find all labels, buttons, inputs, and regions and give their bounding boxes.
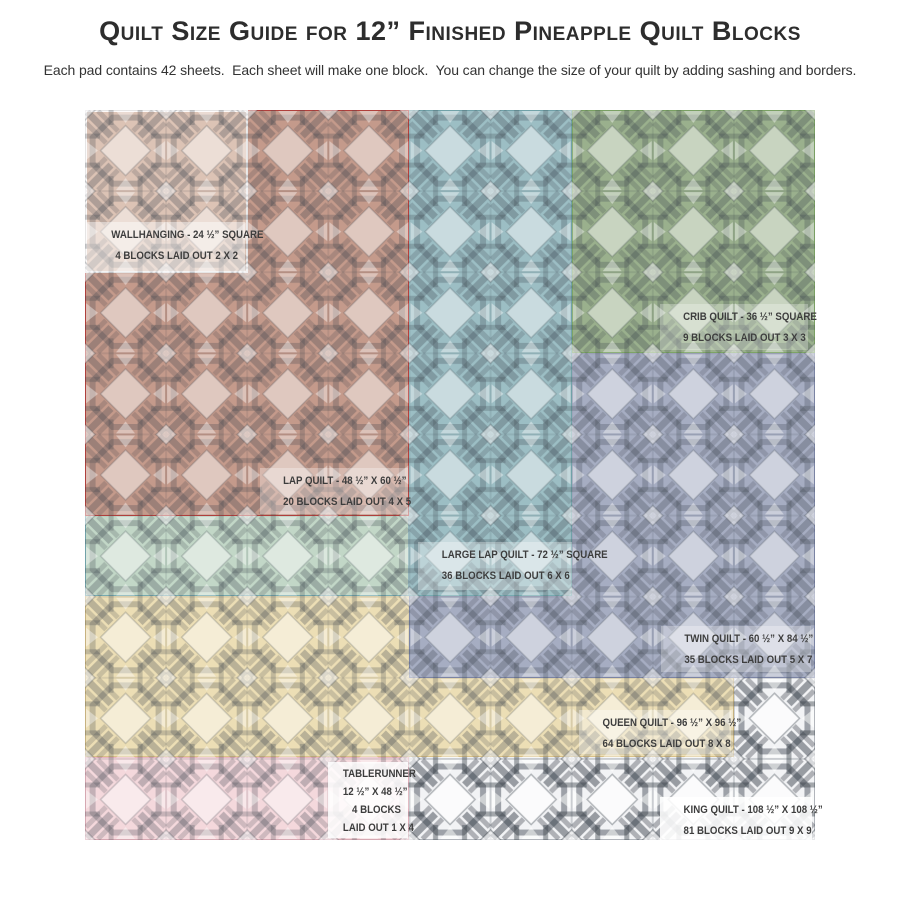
twin-quilt-label: TWIN QUILT - 60 ½” X 84 ½” 35 BLOCKS LAI… <box>661 626 814 672</box>
diagram-canvas: WALLHANGING - 24 ½” SQUARE 4 BLOCKS LAID… <box>85 110 823 841</box>
tablerunner-label-line-3: 4 BLOCKS <box>352 804 401 816</box>
crib-label-line-2: 9 BLOCKS LAID OUT 3 X 3 <box>683 332 806 344</box>
queen-label-line-2: 64 BLOCKS LAID OUT 8 X 8 <box>602 738 731 750</box>
king-quilt-label: KING QUILT - 108 ½” X 108 ½” 81 BLOCKS L… <box>660 797 823 841</box>
page-subtitle: Each pad contains 42 sheets. Each sheet … <box>43 62 857 78</box>
crib-label-line-1: CRIB QUILT - 36 ½” SQUARE <box>683 311 817 323</box>
tablerunner-label-line-1: TABLERUNNER <box>342 768 416 780</box>
wallhanging-label: WALLHANGING - 24 ½” SQUARE 4 BLOCKS LAID… <box>87 222 264 272</box>
large-lap-quilt-label: LARGE LAP QUILT - 72 ½” SQUARE 36 BLOCKS… <box>418 542 608 590</box>
lap-label-line-1: LAP QUILT - 48 ½” X 60 ½” <box>283 475 407 487</box>
tablerunner-label: TABLERUNNER 12 ½” X 48 ½” 4 BLOCKS LAID … <box>328 762 416 838</box>
wallhanging-label-line-2: 4 BLOCKS LAID OUT 2 X 2 <box>115 250 238 262</box>
wallhanging-label-line-1: WALLHANGING - 24 ½” SQUARE <box>111 229 264 241</box>
queen-quilt-label: QUEEN QUILT - 96 ½” X 96 ½” 64 BLOCKS LA… <box>579 710 742 754</box>
large-lap-label-line-1: LARGE LAP QUILT - 72 ½” SQUARE <box>441 549 608 561</box>
tablerunner-label-line-4: LAID OUT 1 X 4 <box>342 822 414 834</box>
king-label-line-2: 81 BLOCKS LAID OUT 9 X 9 <box>683 825 812 837</box>
lap-label-line-2: 20 BLOCKS LAID OUT 4 X 5 <box>283 496 412 508</box>
twin-label-line-1: TWIN QUILT - 60 ½” X 84 ½” <box>684 633 814 645</box>
large-lap-label-line-2: 36 BLOCKS LAID OUT 6 X 6 <box>441 570 570 582</box>
queen-label-line-1: QUEEN QUILT - 96 ½” X 96 ½” <box>602 717 742 729</box>
king-label-line-1: KING QUILT - 108 ½” X 108 ½” <box>683 804 823 816</box>
lap-quilt-label: LAP QUILT - 48 ½” X 60 ½” 20 BLOCKS LAID… <box>260 468 412 514</box>
large-lap-over-queen-overlap <box>86 516 408 595</box>
tablerunner-label-line-2: 12 ½” X 48 ½” <box>342 786 408 798</box>
twin-label-line-2: 35 BLOCKS LAID OUT 5 X 7 <box>684 654 813 666</box>
page-title: Quilt Size Guide for 12” Finished Pineap… <box>99 16 801 46</box>
crib-quilt-label: CRIB QUILT - 36 ½” SQUARE 9 BLOCKS LAID … <box>660 304 817 350</box>
